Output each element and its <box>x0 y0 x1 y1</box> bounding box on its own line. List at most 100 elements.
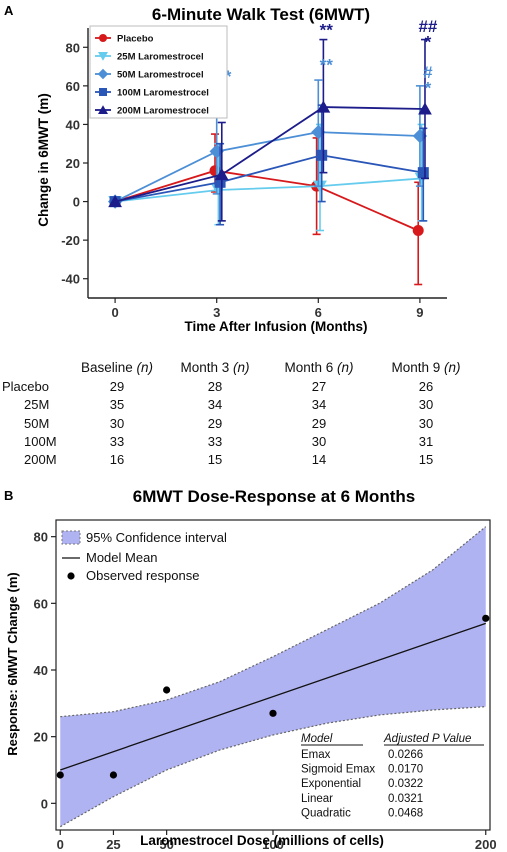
series-line <box>114 169 419 232</box>
legend-label: 95% Confidence interval <box>86 530 227 545</box>
chart-a-annotations: ******##*#* <box>218 17 438 98</box>
legend-label: 50M Laromestrocel <box>117 70 204 81</box>
table-row-label: 50M <box>24 415 50 431</box>
y-tick-label: 20 <box>34 730 48 745</box>
significance-marker: # <box>423 63 433 82</box>
chart-b-plot: 0 20 40 60 80 0 25 50 100 200 <box>34 519 497 852</box>
observed-point <box>56 771 64 779</box>
panel-b-letter: B <box>4 488 13 503</box>
walk-test-line-chart: A 6-Minute Walk Test (6MWT) -40 -20 0 20 40 6… <box>4 3 447 334</box>
y-tick-label: 60 <box>34 596 48 611</box>
data-point <box>108 194 122 208</box>
model-name: Sigmoid Emax <box>301 764 375 776</box>
data-point <box>214 176 226 188</box>
y-tick-label: 40 <box>66 117 80 132</box>
chart-a-series <box>107 38 432 286</box>
observed-point <box>269 709 277 717</box>
series-line <box>114 177 422 203</box>
x-tick-label: 0 <box>111 305 118 320</box>
model-p-value: 0.0322 <box>388 778 423 790</box>
chart-a-ylabel: Change in 6MWT (m) <box>36 93 51 227</box>
chart-b-title: 6MWT Dose-Response at 6 Months <box>133 487 415 506</box>
column-header-label: Month 3 <box>180 360 234 375</box>
table-cell: 29 <box>311 415 327 431</box>
table-cell: 30 <box>418 415 434 431</box>
legend-label: 25M Laromestrocel <box>117 52 204 63</box>
model-p-value: 0.0266 <box>388 749 423 761</box>
table-cell: 27 <box>311 379 327 394</box>
legend-label: 200M Laromestrocel <box>117 106 209 117</box>
table-cell: 34 <box>311 397 327 413</box>
model-p-value: 0.0468 <box>388 807 423 819</box>
series-200m-laromestrocel <box>108 38 432 222</box>
data-point <box>418 102 432 115</box>
model-p-value: 0.0321 <box>388 793 423 805</box>
legend-label: 100M Laromestrocel <box>117 88 209 99</box>
table-cell: 16 <box>109 452 125 468</box>
model-table-header: Model <box>301 733 333 745</box>
model-name: Exponential <box>301 778 361 790</box>
x-tick-label: 25 <box>106 837 120 852</box>
chart-a-title: 6-Minute Walk Test (6MWT) <box>152 5 370 24</box>
y-tick-label: 0 <box>73 195 80 210</box>
model-pvalue-table: Model Adjusted P Value Emax 0.0266 Sigmoid E… <box>301 733 484 819</box>
table-column-header: Month 6 (n) <box>284 360 353 375</box>
series-line <box>114 106 426 203</box>
chart-a-legend: Placebo 25M Laromestrocel 50M Laromestroce… <box>89 25 228 119</box>
table-cell: 15 <box>207 452 223 468</box>
ci-lower-edge <box>59 706 486 828</box>
significance-marker: ** <box>320 55 334 74</box>
data-point <box>316 149 328 161</box>
observed-point <box>482 614 490 622</box>
y-tick-label: 60 <box>66 79 80 94</box>
table-cell: 33 <box>109 433 125 449</box>
table-row-label: 100M <box>24 433 57 449</box>
x-tick-label: 0 <box>57 837 64 852</box>
legend-marker <box>98 52 108 61</box>
column-header-suffix: (n) <box>444 360 461 375</box>
table-cell: 15 <box>418 452 434 468</box>
table-cell: 29 <box>109 379 125 394</box>
significance-marker: * <box>425 32 432 51</box>
series-100m-laromestrocel <box>109 104 429 226</box>
x-tick-label: 100 <box>262 837 284 852</box>
model-name: Quadratic <box>301 807 351 819</box>
legend-marker <box>98 105 108 114</box>
data-point <box>311 124 326 140</box>
model-name: Emax <box>301 749 331 761</box>
table-cell: 26 <box>418 379 434 394</box>
legend-ci-swatch <box>61 530 81 545</box>
y-tick-label: 80 <box>34 530 48 545</box>
data-point <box>316 100 331 113</box>
dose-response-chart: B 6MWT Dose-Response at 6 Months 0 20 40 60… <box>4 487 497 852</box>
y-tick-label: -40 <box>61 272 80 287</box>
legend-box <box>89 25 228 119</box>
legend-marker <box>99 88 107 96</box>
y-tick-label: -20 <box>61 233 80 248</box>
x-tick-label: 200 <box>475 837 497 852</box>
x-tick-label: 6 <box>315 305 322 320</box>
table-cell: 29 <box>207 415 223 431</box>
table-cell: 30 <box>311 433 327 449</box>
table-cell: 30 <box>109 415 125 431</box>
x-tick-label: 9 <box>416 305 423 320</box>
legend-point-swatch <box>67 572 75 580</box>
legend-marker <box>99 34 107 42</box>
chart-b-xlabel: Laromestrocel Dose (millions of cells) <box>140 833 384 848</box>
observed-point <box>109 771 118 779</box>
chart-b-ylabel: Response: 6MWT Change (m) <box>5 572 20 755</box>
series-placebo <box>109 133 424 286</box>
column-header-suffix: (n) <box>136 360 154 375</box>
x-tick-label: 3 <box>213 305 220 320</box>
table-row-label: 200M <box>24 452 57 468</box>
y-tick-label: 0 <box>41 796 48 811</box>
x-tick-label: 50 <box>159 837 173 852</box>
column-header-label: Baseline <box>80 360 137 375</box>
chart-a-xlabel: Time After Infusion (Months) <box>185 319 368 334</box>
data-point <box>214 167 229 181</box>
column-header-suffix: (n) <box>233 360 250 375</box>
table-cell: 30 <box>418 397 434 413</box>
table-column-header: Month 9 (n) <box>391 360 460 375</box>
table-column-header: Baseline (n) <box>81 360 153 375</box>
observed-point <box>163 686 171 694</box>
